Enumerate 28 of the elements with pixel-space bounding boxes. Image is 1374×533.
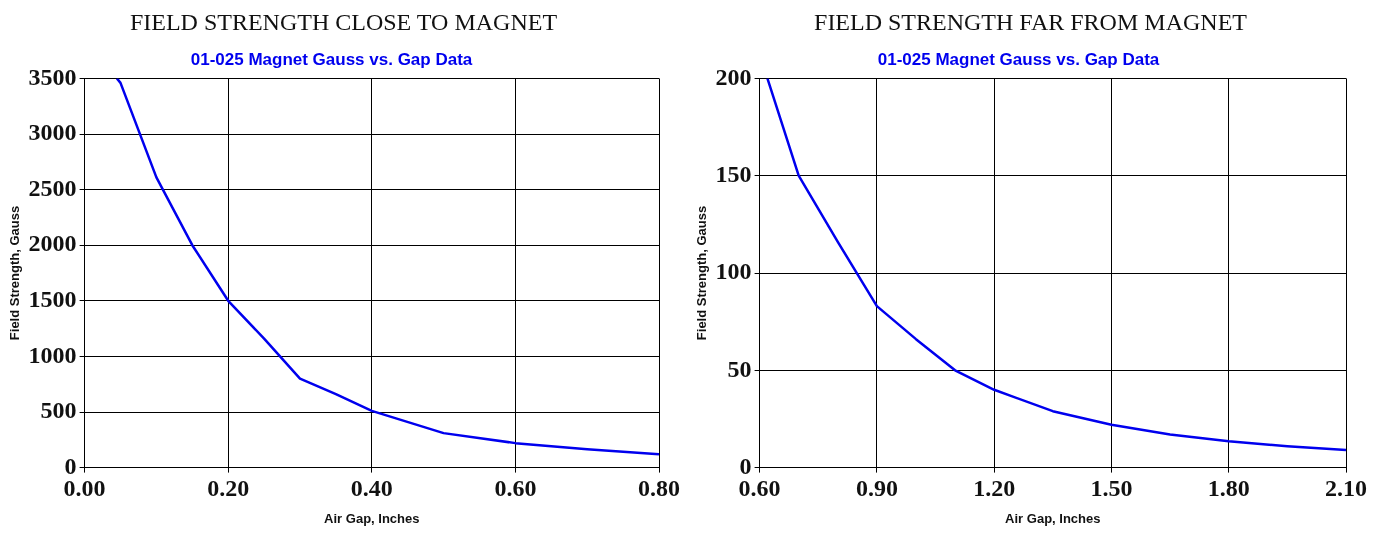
y-tick-label: 100 [715, 258, 752, 285]
x-tick-label: 1.50 [1090, 475, 1133, 502]
x-tick-label: 0.80 [638, 475, 680, 502]
y-tick-label: 3000 [28, 119, 77, 146]
y-axis-title: Field Strength, Gauss [7, 205, 23, 341]
x-axis-title: Air Gap, Inches [1005, 510, 1101, 526]
x-tick-label: 2.10 [1325, 475, 1367, 502]
chart-title: FIELD STRENGTH CLOSE TO MAGNET [128, 8, 559, 37]
y-tick-label: 2500 [28, 174, 77, 201]
y-tick-label: 50 [727, 355, 752, 382]
x-axis-title: Air Gap, Inches [324, 510, 420, 526]
y-tick-label: 1500 [28, 286, 77, 312]
chart-subtitle: 01-025 Magnet Gauss vs. Gap Data [190, 49, 473, 69]
chart-title: FIELD STRENGTH FAR FROM MAGNET [813, 8, 1248, 37]
x-tick-label: 0.20 [207, 475, 250, 502]
y-tick-label: 3500 [28, 63, 77, 90]
y-tick-label: 200 [715, 63, 752, 90]
x-tick-label: 0.60 [494, 475, 537, 502]
x-tick-label: 0.90 [855, 475, 898, 502]
y-tick-label: 2000 [28, 230, 77, 257]
chart-subtitle: 01-025 Magnet Gauss vs. Gap Data [877, 49, 1160, 69]
x-tick-label: 1.20 [973, 475, 1016, 502]
y-tick-label: 500 [40, 397, 77, 424]
x-tick-label: 1.80 [1207, 475, 1250, 502]
y-tick-label: 1000 [28, 341, 77, 368]
y-tick-label: 150 [715, 160, 752, 187]
y-axis-title: Field Strength, Gauss [694, 205, 710, 341]
x-tick-label: 0.40 [350, 475, 393, 502]
